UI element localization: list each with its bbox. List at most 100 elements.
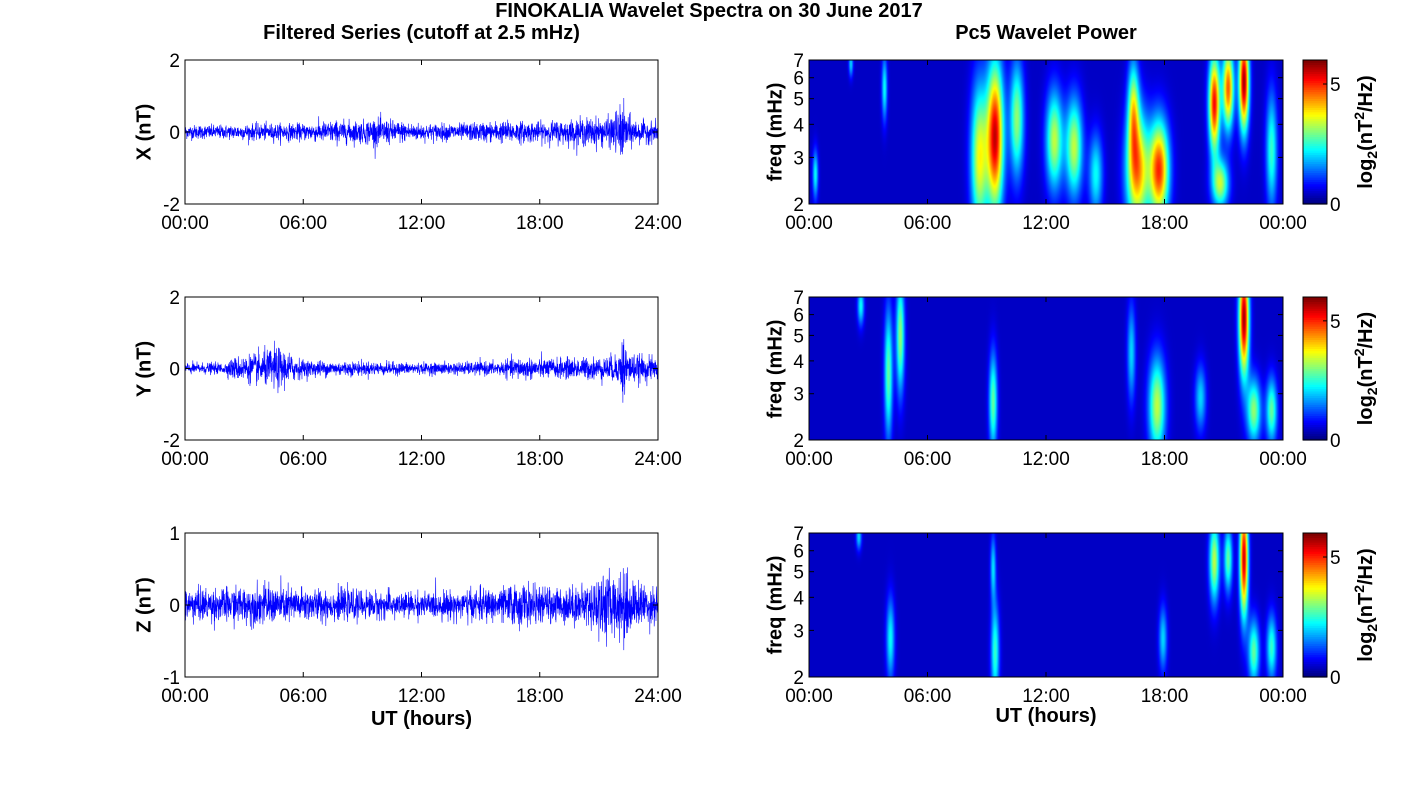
colorbar-step	[1303, 437, 1327, 441]
colorbar-step	[1303, 656, 1327, 660]
colorbar-step	[1303, 569, 1327, 572]
colorbar-step	[1303, 537, 1327, 541]
colorbar-step	[1303, 546, 1327, 550]
colorbar-step	[1303, 107, 1327, 111]
colorbar-step	[1303, 372, 1327, 376]
y-tick-label: 4	[793, 588, 804, 609]
colorbar-step	[1303, 359, 1327, 363]
colorbar-step	[1303, 625, 1327, 629]
colorbar-step	[1303, 141, 1327, 144]
colorbar-step	[1303, 312, 1327, 316]
colorbar-step	[1303, 114, 1327, 117]
colorbar-step	[1303, 424, 1327, 428]
colorbar-step	[1303, 415, 1327, 419]
colorbar-label: log2(nT2/Hz)	[1351, 75, 1380, 188]
right-column-title: Pc5 Wavelet Power	[955, 22, 1137, 44]
colorbar-step	[1303, 154, 1327, 158]
colorbar-step	[1303, 147, 1327, 151]
y-tick-label: 5	[793, 326, 804, 347]
colorbar-step	[1303, 172, 1327, 176]
y-tick-label: 6	[793, 306, 804, 327]
colorbar-step	[1303, 321, 1327, 325]
colorbar-step	[1303, 557, 1327, 561]
colorbar-step	[1303, 571, 1327, 575]
colorbar-step	[1303, 332, 1327, 336]
colorbar-step	[1303, 190, 1327, 194]
colorbar-step	[1303, 174, 1327, 178]
colorbar-step	[1303, 587, 1327, 590]
colorbar-step	[1303, 132, 1327, 135]
colorbar-step	[1303, 584, 1327, 588]
colorbar-step	[1303, 419, 1327, 423]
colorbar-step	[1303, 323, 1327, 327]
colorbar-step	[1303, 341, 1327, 345]
colorbar-step	[1303, 399, 1327, 403]
y-tick-label: 2	[169, 288, 180, 309]
figure-title: FINOKALIA Wavelet Spectra on 30 June 201…	[495, 0, 923, 22]
colorbar-step	[1303, 616, 1327, 620]
colorbar-step	[1303, 299, 1327, 303]
x-tick-label: 18:00	[1141, 686, 1189, 707]
colorbar-step	[1303, 620, 1327, 624]
colorbar-step	[1303, 73, 1327, 77]
colorbar-step	[1303, 120, 1327, 124]
colorbar-step	[1303, 60, 1327, 63]
x-tick-label: 06:00	[904, 449, 952, 470]
colorbar-step	[1303, 553, 1327, 557]
colorbar-tick-label: 5	[1330, 548, 1341, 569]
colorbar-step	[1303, 668, 1327, 671]
series-panel-z: 1 0 -100:00 06:00 12:00 18:00 24:00	[161, 524, 682, 707]
colorbar-step	[1303, 591, 1327, 595]
colorbar-step	[1303, 663, 1327, 667]
series-panel-y: 2 0 -200:00 06:00 12:00 18:00 24:00	[161, 288, 682, 470]
x-tick-label: 00:00	[1259, 686, 1307, 707]
colorbar-step	[1303, 413, 1327, 417]
colorbar-step	[1303, 654, 1327, 658]
colorbar-step	[1303, 102, 1327, 106]
y-axis-label: Z (nT)	[133, 577, 156, 633]
colorbar-step	[1303, 201, 1327, 205]
y-tick-label: 4	[793, 352, 804, 373]
colorbar-step	[1303, 308, 1327, 312]
colorbar-step	[1303, 66, 1327, 70]
colorbar-tick-label: 0	[1330, 195, 1341, 216]
colorbar-step	[1303, 80, 1327, 84]
colorbar-step	[1303, 78, 1327, 81]
colorbar-step	[1303, 672, 1327, 676]
colorbar-step	[1303, 337, 1327, 341]
colorbar-step	[1303, 75, 1327, 79]
colorbar-step	[1303, 533, 1327, 536]
y-tick-label: 0	[169, 360, 180, 381]
colorbar-step	[1303, 670, 1327, 674]
colorbar-label: log2(nT2/Hz)	[1351, 548, 1380, 661]
colorbar-step	[1303, 551, 1327, 554]
wavelet-power-image-y	[809, 297, 1283, 440]
colorbar-step	[1303, 426, 1327, 430]
wavelet-power-image-z	[809, 533, 1283, 677]
wavelet-power-image-x	[809, 60, 1283, 204]
y-axis-label: freq (mHz)	[764, 82, 787, 182]
y-tick-label: 2	[793, 431, 804, 452]
colorbar-step	[1303, 580, 1327, 584]
y-tick-label: 6	[793, 69, 804, 90]
x-tick-label: 24:00	[634, 686, 682, 707]
x-tick-label: 00:00	[161, 449, 209, 470]
colorbar-step	[1303, 645, 1327, 649]
colorbar-tick-label: 0	[1330, 431, 1341, 452]
colorbar-step	[1303, 634, 1327, 638]
colorbar-step	[1303, 607, 1327, 611]
x-tick-label: 06:00	[904, 213, 952, 234]
colorbar-step	[1303, 548, 1327, 552]
colorbar-tick-label: 5	[1330, 312, 1341, 333]
x-tick-label: 12:00	[398, 449, 446, 470]
colorbar-step	[1303, 105, 1327, 108]
colorbar-step	[1303, 593, 1327, 597]
colorbar-step	[1303, 314, 1327, 318]
colorbar-step	[1303, 602, 1327, 606]
colorbar-step	[1303, 674, 1327, 678]
colorbar-step	[1303, 381, 1327, 385]
colorbar-step	[1303, 370, 1327, 374]
x-tick-label: 24:00	[634, 213, 682, 234]
colorbar-step	[1303, 197, 1327, 201]
